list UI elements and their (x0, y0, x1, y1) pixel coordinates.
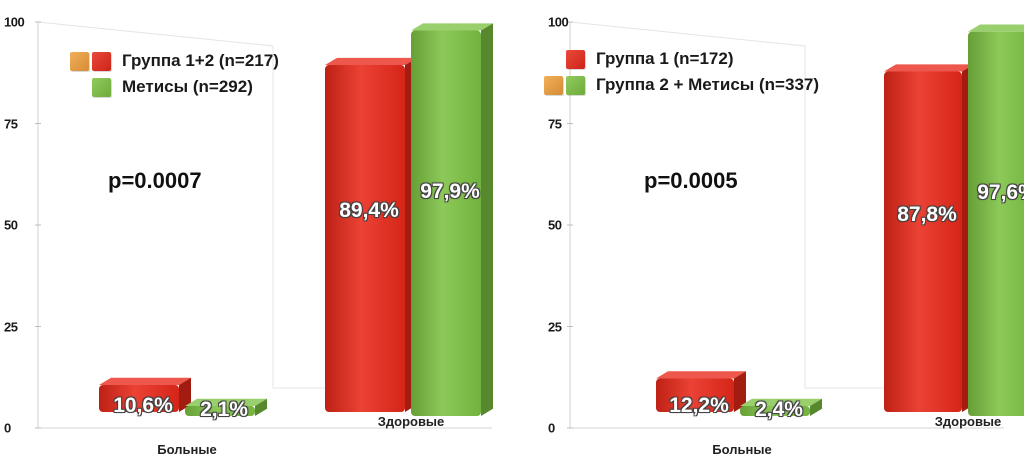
value-label: 2,1% (200, 398, 248, 421)
y-tick-label: 25 (4, 319, 18, 334)
legend-row: Метисы (n=292) (70, 74, 279, 100)
y-tick-label: 0 (548, 420, 555, 436)
bar-top-face (884, 64, 974, 72)
bar-top-face (411, 23, 493, 31)
bar-side-face (810, 398, 822, 416)
y-tick-label: 50 (548, 217, 562, 233)
value-label: 97,6% (977, 181, 1024, 205)
chart-canvas (35, 21, 493, 429)
bar-red-sick (99, 384, 179, 412)
legend-swatch (92, 77, 111, 97)
bar-green-healthy (411, 30, 481, 416)
bar-side-face (481, 23, 493, 417)
legend-swatch (566, 75, 585, 95)
bar-top-face (185, 398, 267, 406)
y-tick-label: 25 (548, 319, 562, 334)
legend: Группа 1+2 (n=217) Метисы (n=292) (70, 48, 279, 100)
legend-label: Группа 1+2 (n=217) (122, 51, 279, 70)
bar-green-sick (185, 406, 255, 416)
bar-red-healthy (325, 65, 405, 412)
bar-red-sick (656, 378, 734, 412)
y-tick-label: 50 (4, 217, 18, 233)
value-label: 97,9% (420, 180, 480, 204)
bar-top-face (740, 398, 822, 406)
bar-top-face (968, 24, 1024, 32)
y-tick-label: 100 (548, 14, 569, 30)
category-label: Больные (712, 442, 772, 457)
legend-row: Группа 1 (n=172) (544, 46, 819, 72)
value-label: 2,4% (755, 398, 803, 421)
bar-green-healthy (968, 31, 1024, 416)
bar-top-face (325, 57, 417, 66)
bar-top-face (99, 377, 191, 385)
bar-top-face (656, 371, 746, 379)
bar-side-face (255, 398, 267, 416)
y-tick-label: 0 (4, 420, 11, 436)
chart-left: 100 75 50 25 0 10,6% 2,1% Больные 89,4% 97,9% Здор… (4, 14, 493, 457)
y-tick-label: 75 (548, 116, 562, 131)
legend-label: Группа 1 (n=172) (596, 49, 734, 68)
bar-red-healthy (884, 71, 962, 413)
p-value-annotation: p=0.0007 (108, 168, 202, 193)
y-tick-label: 75 (4, 116, 18, 131)
value-label: 10,6% (113, 394, 173, 417)
category-label: Здоровые (934, 414, 1002, 429)
bar-side-face (734, 371, 746, 412)
y-tick-label: 100 (4, 14, 25, 30)
bar-side-face (179, 377, 191, 412)
legend-label: Группа 2 + Метисы (n=337) (596, 75, 820, 94)
legend-row: Группа 2 + Метисы (n=337) (544, 72, 819, 98)
legend-label: Метисы (n=292) (122, 77, 253, 96)
value-label: 87,8% (897, 202, 957, 226)
legend-swatch (566, 49, 585, 69)
chart-right: 100 75 50 25 0 12,2% 2,4% Больные 87,8% 97,6% Здор… (532, 0, 1024, 470)
legend-row: Группа 1+2 (n=217) (70, 48, 279, 74)
value-label: 12,2% (669, 394, 729, 417)
chart-canvas (567, 21, 1024, 429)
bar-green-sick (740, 406, 810, 416)
category-label: Больные (157, 442, 217, 457)
value-label: 89,4% (339, 198, 399, 222)
p-value-annotation: p=0.0005 (644, 168, 738, 193)
legend-swatch (544, 75, 563, 95)
legend-swatch (70, 51, 89, 71)
category-label: Здоровые (377, 414, 445, 429)
legend-swatch (92, 51, 111, 71)
legend: Группа 1 (n=172) Группа 2 + Метисы (n=337… (544, 46, 819, 98)
